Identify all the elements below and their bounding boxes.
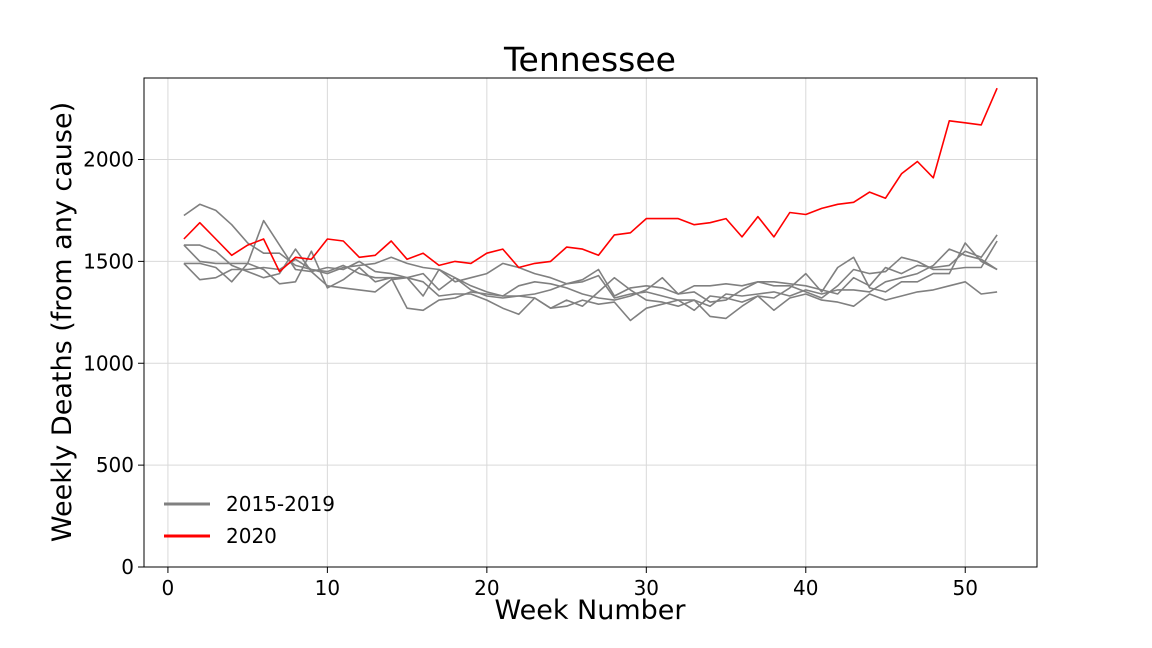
legend: 2015-2019 2020 (164, 492, 335, 548)
plot-frame (143, 77, 1038, 568)
series-line-2015-2019-5 (183, 242, 998, 320)
x-tick-label: 0 (162, 576, 175, 600)
legend-label-2020: 2020 (226, 524, 277, 548)
chart-title: Tennessee (503, 40, 676, 79)
series-lines (183, 87, 998, 322)
y-tick-label: 1500 (83, 249, 134, 273)
y-tick-label: 0 (121, 555, 134, 579)
x-tick-label: 50 (953, 576, 978, 600)
x-tick-label: 30 (634, 576, 659, 600)
x-tick-label: 40 (793, 576, 818, 600)
y-tick-label: 1000 (83, 351, 134, 375)
y-tick-label: 500 (96, 453, 134, 477)
series-line-2015-2019-4 (183, 219, 998, 299)
x-tick-label: 20 (474, 576, 499, 600)
x-tick-label: 10 (315, 576, 340, 600)
y-tick-label: 2000 (83, 148, 134, 172)
legend-label-2015-2019: 2015-2019 (226, 492, 335, 516)
y-axis-label: Weekly Deaths (from any cause) (47, 102, 78, 542)
series-line-2020 (183, 87, 998, 273)
x-axis-label: Week Number (494, 595, 686, 626)
